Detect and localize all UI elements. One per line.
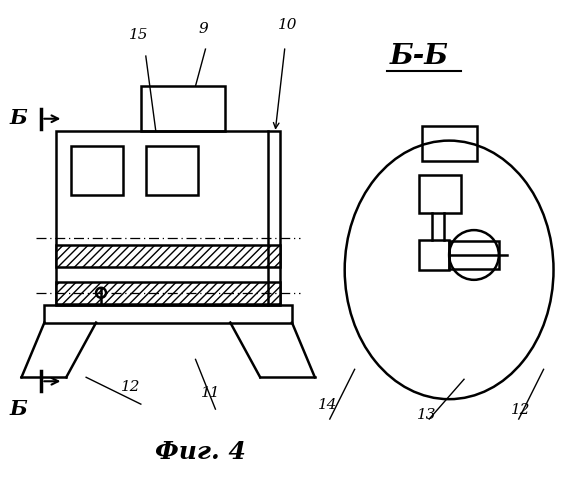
Bar — [449, 241, 499, 269]
Bar — [56, 130, 280, 304]
Text: 12: 12 — [121, 380, 141, 394]
Text: 14: 14 — [318, 398, 338, 412]
Text: 9: 9 — [199, 22, 208, 36]
Bar — [71, 146, 123, 196]
Text: 13: 13 — [417, 408, 437, 422]
Bar — [141, 86, 225, 130]
Bar — [419, 176, 461, 213]
Bar — [146, 146, 197, 196]
Bar — [45, 304, 292, 322]
Text: 10: 10 — [278, 18, 298, 32]
Bar — [56, 245, 280, 267]
Text: 15: 15 — [129, 28, 148, 42]
Text: 12: 12 — [511, 403, 530, 417]
Text: Фиг. 4: Фиг. 4 — [155, 440, 246, 464]
Text: Б: Б — [10, 399, 27, 419]
Bar — [419, 240, 449, 270]
Text: Б-Б: Б-Б — [390, 43, 449, 70]
Text: 11: 11 — [200, 386, 220, 400]
Bar — [56, 282, 280, 304]
Bar — [422, 126, 477, 160]
Text: Б: Б — [10, 108, 27, 128]
